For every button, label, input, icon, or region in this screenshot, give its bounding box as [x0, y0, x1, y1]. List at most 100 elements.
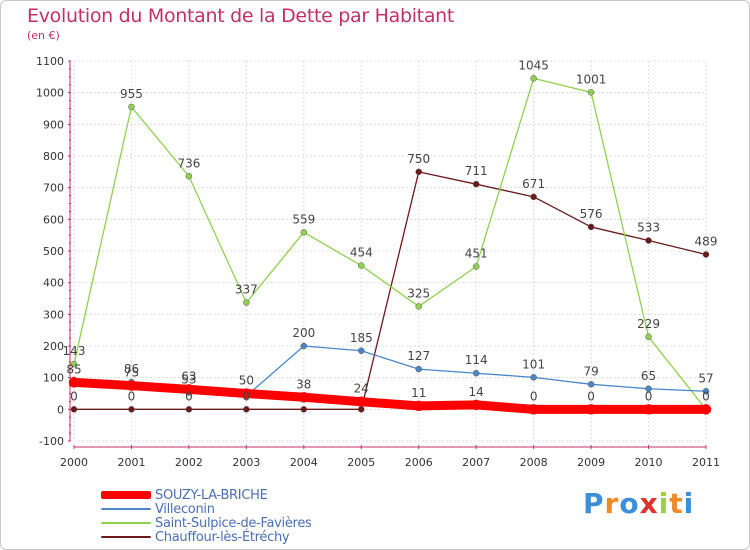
y-tick-label: 900 — [43, 118, 64, 131]
data-label: 229 — [637, 317, 660, 331]
legend-item-chauffour: Chauffour-lès-Étréchy — [101, 529, 290, 545]
y-tick-label: 600 — [43, 213, 64, 226]
data-label: 325 — [407, 286, 430, 300]
logo-letter: t — [669, 487, 684, 520]
data-point — [645, 237, 652, 244]
data-point — [470, 399, 482, 411]
data-point — [185, 173, 193, 180]
data-point — [300, 406, 308, 413]
logo-letter: P — [583, 487, 605, 520]
legend-item-villeconin: Villeconin — [101, 502, 215, 517]
y-tick-label: 700 — [43, 182, 64, 195]
legend-swatch — [101, 491, 151, 499]
data-label: 1001 — [576, 72, 607, 86]
legend-swatch — [101, 508, 151, 510]
data-label: 671 — [522, 177, 545, 191]
y-tick-label: 100 — [43, 372, 64, 385]
data-point — [68, 377, 80, 388]
y-tick-label: 1000 — [36, 87, 64, 100]
legend-label: SOUZY-LA-BRICHE — [155, 487, 268, 503]
data-label: 0 — [530, 389, 538, 403]
y-tick-label: 800 — [43, 150, 64, 163]
x-tick-label: 2009 — [577, 456, 605, 469]
data-point — [298, 392, 310, 403]
data-label: 454 — [350, 246, 373, 260]
data-label: 0 — [587, 389, 595, 403]
data-label: 38 — [296, 377, 311, 391]
legend-swatch — [101, 536, 151, 538]
x-tick-label: 2001 — [117, 456, 145, 469]
data-point — [358, 406, 365, 413]
data-label: 0 — [243, 389, 251, 403]
data-point — [300, 229, 308, 236]
data-label: 65 — [641, 369, 656, 383]
data-point — [358, 262, 365, 269]
data-point — [530, 75, 537, 82]
data-point — [356, 396, 367, 407]
x-tick-label: 2005 — [347, 456, 375, 469]
y-tick-label: 300 — [43, 308, 64, 321]
data-point — [70, 360, 78, 368]
data-label: 533 — [637, 221, 660, 235]
x-tick-label: 2010 — [635, 456, 663, 469]
data-label: 127 — [407, 349, 430, 363]
data-label: 451 — [465, 247, 488, 261]
data-label: 114 — [465, 353, 488, 367]
legend-label: Saint-Sulpice-de-Favières — [155, 515, 312, 531]
data-label: 53 — [181, 373, 196, 387]
data-point — [126, 380, 137, 391]
x-tick-label: 2006 — [405, 456, 433, 469]
series-line-0 — [73, 171, 707, 410]
data-point — [185, 406, 193, 413]
data-point — [645, 333, 652, 341]
x-tick-label: 2004 — [290, 456, 318, 469]
data-point — [243, 299, 250, 306]
logo-letter: i — [683, 487, 695, 520]
data-label: 50 — [239, 374, 254, 388]
x-tick-label: 2002 — [175, 456, 203, 469]
y-tick-label: 400 — [43, 277, 64, 290]
legend-label: Chauffour-lès-Étréchy — [155, 529, 290, 545]
data-point — [415, 303, 422, 310]
data-point — [530, 193, 537, 201]
data-label: 0 — [128, 389, 136, 403]
data-point — [183, 384, 195, 395]
data-label: 79 — [583, 364, 598, 378]
data-point — [528, 404, 539, 415]
data-point — [530, 374, 537, 381]
y-tick-label: 500 — [43, 245, 64, 258]
data-label: 85 — [66, 362, 81, 376]
y-tick-label: -100 — [39, 435, 64, 448]
x-tick-label: 2000 — [60, 456, 88, 469]
data-point — [643, 404, 654, 415]
x-tick-label: 2011 — [692, 456, 720, 469]
data-label: 86 — [124, 362, 139, 376]
data-label: 955 — [120, 87, 143, 101]
data-label: 14 — [469, 385, 484, 399]
data-label: 24 — [354, 382, 369, 396]
legend-swatch — [101, 522, 151, 524]
data-point — [413, 400, 424, 412]
data-label: 57 — [698, 371, 713, 385]
data-point — [128, 103, 135, 111]
data-label: 711 — [465, 164, 488, 178]
y-tick-label: 200 — [43, 340, 64, 353]
data-point — [358, 347, 365, 354]
data-label: 63 — [181, 369, 196, 383]
data-label: 1045 — [518, 58, 549, 72]
legend-item-souzy: SOUZY-LA-BRICHE — [101, 487, 268, 503]
data-label: 559 — [292, 212, 315, 226]
data-label: 0 — [185, 389, 193, 403]
data-point — [587, 381, 595, 388]
x-tick-label: 2008 — [520, 456, 548, 469]
data-point — [585, 404, 597, 415]
data-point — [702, 251, 710, 258]
logo-letter: i — [658, 487, 670, 520]
data-point — [243, 406, 250, 413]
data-point — [472, 369, 480, 377]
data-point — [128, 406, 135, 413]
logo-letter: r — [604, 487, 620, 520]
data-label: 0 — [702, 389, 710, 403]
